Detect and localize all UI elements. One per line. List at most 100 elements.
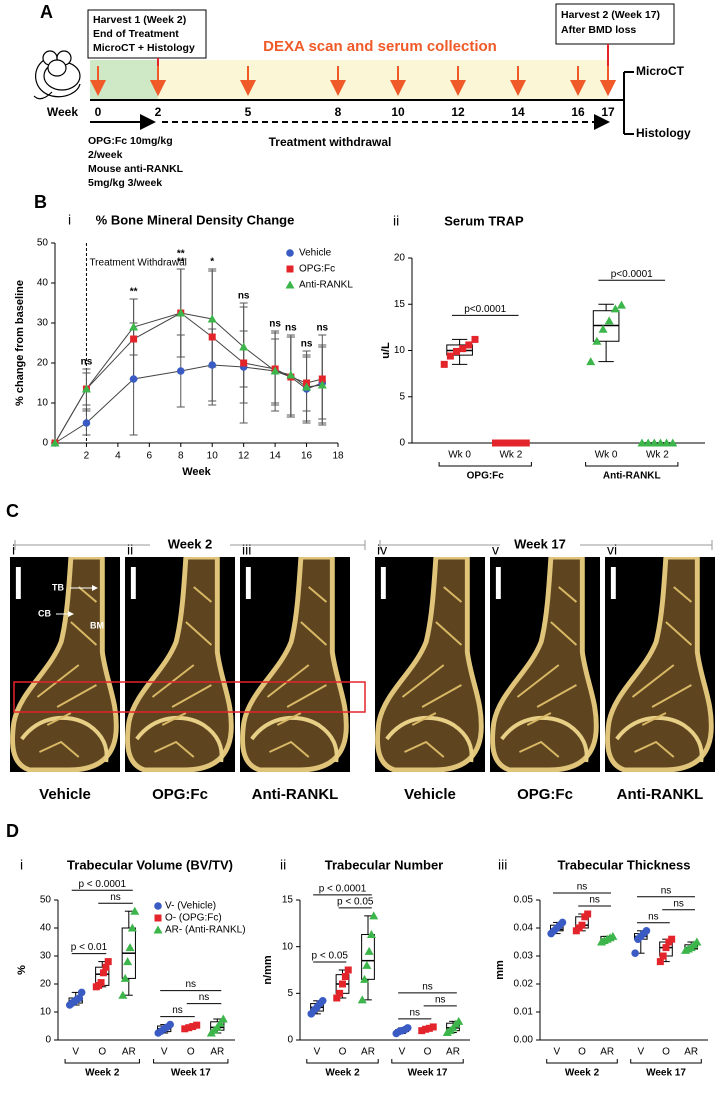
- week-label: 12: [451, 105, 465, 119]
- image-caption: Anti-RANKL: [252, 786, 339, 803]
- y-tick-label: 20: [394, 253, 406, 264]
- harvest-text: Harvest 1 (Week 2): [93, 14, 186, 26]
- series-line: [54, 364, 323, 444]
- box: [361, 934, 375, 980]
- data-point: [176, 308, 186, 317]
- panel-label: i: [68, 212, 71, 228]
- week-label: 10: [391, 105, 405, 119]
- withdrawal-period: [158, 60, 608, 100]
- data-point: [429, 1023, 437, 1031]
- data-point: [77, 988, 86, 997]
- significance-label: ns: [172, 1005, 183, 1016]
- data-point: [465, 341, 473, 349]
- significance-label: *: [210, 257, 214, 268]
- data-point: [357, 995, 367, 1004]
- withdrawal-label: Treatment Withdrawal: [89, 258, 186, 269]
- data-point: [123, 957, 133, 966]
- significance-label: ns: [110, 892, 121, 903]
- x-tick-label: O: [187, 1047, 195, 1058]
- data-point: [453, 347, 461, 355]
- significance-label: ns: [269, 319, 281, 330]
- microct-image: [605, 557, 715, 772]
- outcome-label: Histology: [636, 126, 691, 140]
- data-point: [208, 333, 216, 341]
- data-point: [516, 439, 524, 447]
- x-tick-label: V: [72, 1047, 79, 1058]
- data-point: [129, 322, 139, 331]
- significance-label: p<0.0001: [464, 304, 506, 315]
- data-point: [558, 918, 567, 927]
- data-point: [176, 367, 185, 375]
- x-tick-label: 16: [301, 451, 313, 462]
- period-line: [379, 540, 713, 550]
- legend-label: AR- (Anti-RANKL): [165, 925, 246, 936]
- group-bracket: [585, 462, 679, 467]
- harvest-text: Harvest 2 (Week 17): [561, 9, 660, 21]
- x-tick-label: O: [662, 1047, 670, 1058]
- data-point: [99, 969, 107, 977]
- week-label: 2: [155, 105, 162, 119]
- group-bracket: [153, 1059, 229, 1064]
- x-axis-label: Week: [182, 466, 211, 478]
- data-point: [118, 990, 128, 999]
- mouse-tail: [33, 91, 53, 100]
- panel-label: C: [6, 501, 19, 521]
- data-point: [129, 375, 138, 383]
- significance-label: ns: [199, 992, 210, 1003]
- panel-label: i: [20, 857, 23, 873]
- significance-label: p<0.0001: [611, 269, 653, 280]
- y-axis-label: mm: [494, 960, 506, 980]
- data-point: [97, 979, 105, 987]
- week-label: 5: [245, 105, 252, 119]
- group-bracket: [391, 1059, 464, 1064]
- x-tick-label: O: [424, 1047, 432, 1058]
- y-tick-label: 0: [45, 1035, 51, 1046]
- data-point: [333, 994, 341, 1002]
- significance-label: **: [177, 249, 185, 260]
- data-point: [522, 439, 530, 447]
- data-point: [364, 946, 374, 955]
- data-point: [360, 974, 370, 983]
- image-caption: OPG:Fc: [517, 786, 573, 803]
- data-point: [643, 438, 653, 447]
- legend-label: O- (OPG:Fc): [165, 913, 222, 924]
- legend-marker: [286, 265, 294, 273]
- data-point: [598, 324, 608, 333]
- significance-label: **: [130, 287, 138, 298]
- data-point: [446, 352, 454, 360]
- data-point: [655, 438, 665, 447]
- y-axis-label: %: [16, 965, 28, 975]
- significance-label: ns: [435, 995, 446, 1006]
- legend-marker: [154, 902, 162, 910]
- x-tick-label: 14: [270, 451, 282, 462]
- treatment-text: 2/week: [88, 149, 123, 161]
- treatment-period: [90, 60, 158, 100]
- legend-label: Anti-RANKL: [299, 280, 353, 291]
- data-point: [207, 314, 217, 323]
- data-point: [642, 927, 651, 935]
- microct-image: [125, 557, 235, 772]
- data-point: [185, 1024, 193, 1032]
- data-point: [604, 316, 614, 325]
- data-point: [668, 935, 676, 943]
- microct-image: [490, 557, 600, 772]
- data-point: [130, 335, 138, 343]
- significance-label: ns: [422, 982, 433, 993]
- legend-marker: [153, 925, 163, 934]
- panel-label: iii: [498, 857, 507, 873]
- data-point: [208, 361, 217, 369]
- x-tick-label: V: [314, 1047, 321, 1058]
- y-tick-label: 20: [40, 979, 52, 990]
- data-point: [422, 1025, 430, 1033]
- y-tick-label: 40: [40, 923, 52, 934]
- x-tick-label: AR: [361, 1047, 375, 1058]
- week-label: 14: [511, 105, 525, 119]
- group-label: OPG:Fc: [467, 471, 505, 482]
- week-axis-label: Week: [47, 105, 78, 119]
- region-of-interest: [13, 681, 366, 713]
- y-tick-label: 5: [399, 391, 405, 402]
- x-tick-label: AR: [600, 1047, 614, 1058]
- data-point: [286, 370, 296, 379]
- chart-title: Serum TRAP: [444, 213, 524, 228]
